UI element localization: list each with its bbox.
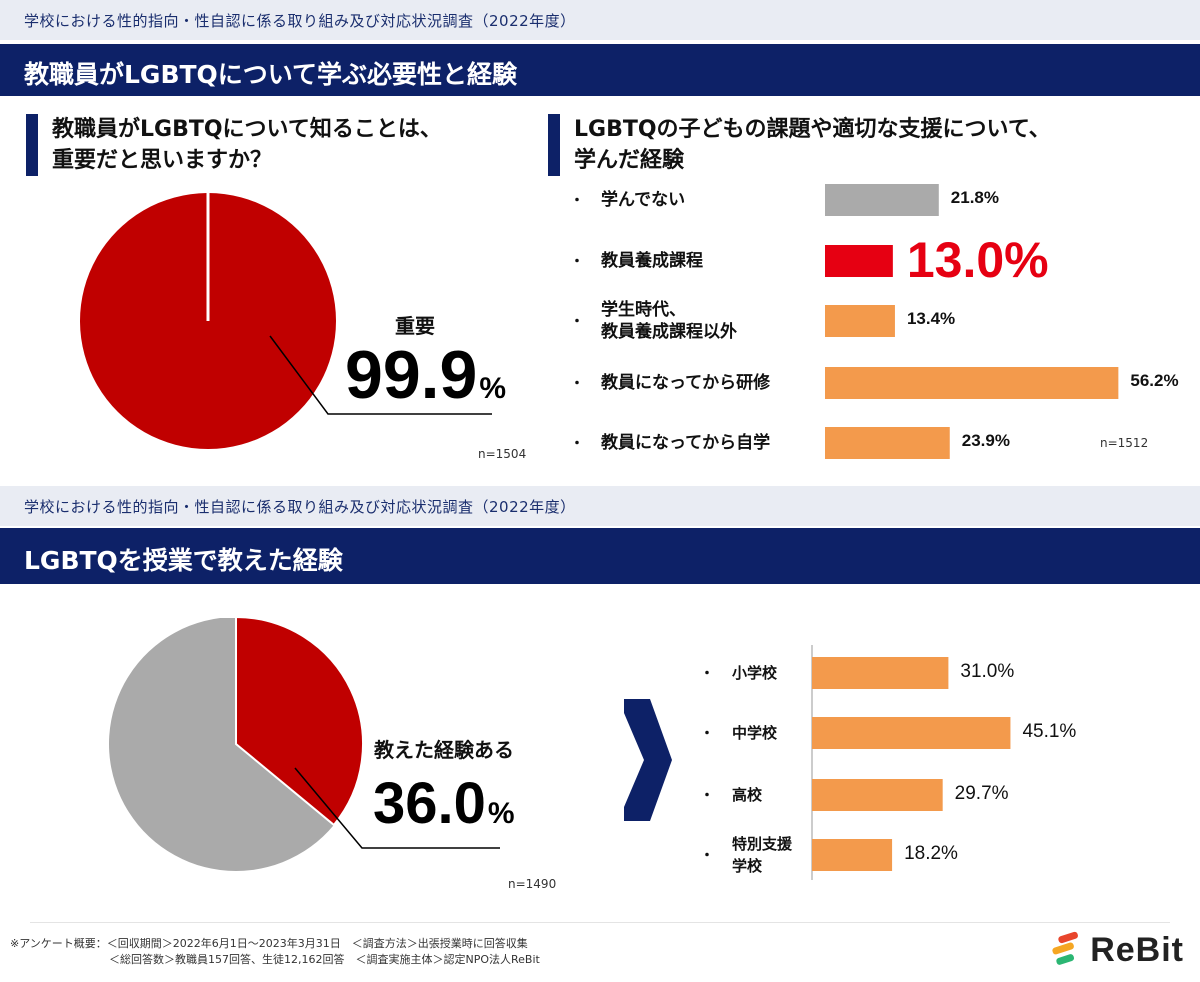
bullet-marker: ・ (570, 193, 584, 209)
bullet-marker: ・ (570, 314, 584, 330)
rebit-logo-text: ReBit (1090, 930, 1184, 969)
category-label: 特別支援 学校 (732, 835, 793, 875)
category-label: 教員養成課程 (601, 251, 703, 271)
bars1-bar-0 (825, 184, 939, 216)
pie1-value-unit: % (479, 372, 507, 405)
footer-divider (30, 922, 1170, 923)
survey-title-1: 学校における性的指向・性自認に係る取り組み及び対応状況調査（2022年度） (24, 12, 576, 30)
value-label: 23.9% (961, 431, 1010, 450)
pie2-leader-line (294, 767, 500, 849)
left-heading: 教職員がLGBTQについて知ることは、 重要だと思いますか？ (26, 114, 442, 176)
pie-chart-taught (109, 618, 500, 871)
bullet-marker: ・ (700, 848, 714, 864)
value-label: 13.4% (906, 309, 956, 328)
banner-2: LGBTQを授業で教えた経験 (0, 528, 1200, 584)
category-label: 学生時代、 教員養成課程以外 (601, 300, 737, 342)
pie-chart-importance (80, 193, 492, 449)
pie1-value: 99.9% (345, 336, 506, 414)
left-heading-text: 教職員がLGBTQについて知ることは、 重要だと思いますか？ (52, 117, 442, 173)
right-arrow-icon (624, 699, 672, 821)
bullet-marker: ・ (700, 788, 714, 804)
pie1-label: 重要 (395, 314, 435, 338)
pie2-n: n=1490 (508, 877, 557, 891)
heading-mark (26, 114, 38, 176)
footnote-line-1: ※アンケート概要：＜回収期間＞2022年6月1日〜2023年3月31日 ＜調査方… (10, 937, 528, 950)
pie2-value-unit: % (487, 797, 515, 830)
bars2-bar-0 (812, 657, 949, 689)
pie2-value-number: 36.0 (373, 771, 486, 836)
survey-title-bar-1: 学校における性的指向・性自認に係る取り組み及び対応状況調査（2022年度） (0, 0, 1200, 40)
bars1-bar-4 (825, 427, 950, 459)
category-label: 学んでない (601, 190, 686, 210)
rebit-logo: ReBit (1048, 930, 1184, 970)
bars2-bar-2 (812, 779, 943, 811)
footnote-line-2: ＜総回答数＞教職員157回答、生徒12,162回答 ＜調査実施主体＞認定NPO法… (10, 953, 540, 966)
heading-mark (548, 114, 560, 176)
banner-1: 教職員がLGBTQについて学ぶ必要性と経験 (0, 44, 1200, 96)
value-label: 13.0% (906, 232, 1049, 288)
bullet-marker: ・ (570, 376, 584, 392)
rebit-logo-icon (1052, 931, 1079, 965)
pie2-slice-taught (235, 618, 364, 827)
pie1-leader-line (269, 335, 492, 415)
value-label: 45.1% (1022, 721, 1077, 742)
category-label: 中学校 (732, 724, 778, 742)
banner-title-2: LGBTQを授業で教えた経験 (24, 546, 343, 575)
bullet-marker: ・ (700, 726, 714, 742)
right-heading: LGBTQの子どもの課題や適切な支援について、 学んだ経験 (548, 114, 1051, 176)
pie1-n: n=1504 (478, 447, 527, 461)
value-label: 56.2% (1130, 371, 1179, 390)
value-label: 21.8% (950, 188, 999, 207)
right-heading-text: LGBTQの子どもの課題や適切な支援について、 学んだ経験 (574, 117, 1051, 173)
bars1-bar-3 (825, 367, 1119, 399)
bars1-bar-2 (825, 305, 895, 337)
banner-title-1: 教職員がLGBTQについて学ぶ必要性と経験 (24, 60, 518, 89)
value-label: 29.7% (954, 783, 1009, 804)
survey-title-bar-2: 学校における性的指向・性自認に係る取り組み及び対応状況調査（2022年度） (0, 486, 1200, 526)
bars1-bar-1 (825, 245, 893, 277)
pie2-label: 教えた経験ある (374, 738, 514, 762)
survey-title-2: 学校における性的指向・性自認に係る取り組み及び対応状況調査（2022年度） (24, 498, 576, 516)
bars2-bar-1 (812, 717, 1011, 749)
bullet-marker: ・ (570, 436, 584, 452)
bullet-marker: ・ (570, 254, 584, 270)
category-label: 高校 (732, 786, 763, 804)
bar1-n: n=1512 (1100, 436, 1149, 450)
pie1-value-number: 99.9 (345, 337, 478, 413)
value-label: 18.2% (904, 843, 958, 864)
pie2-value: 36.0% (373, 770, 515, 837)
value-label: 31.0% (960, 661, 1015, 682)
bars2-bar-3 (812, 839, 893, 871)
category-label: 教員になってから研修 (601, 373, 771, 393)
bullet-marker: ・ (700, 666, 714, 682)
pie2-slice-other (109, 618, 334, 871)
category-label: 教員になってから自学 (601, 433, 771, 453)
category-label: 小学校 (732, 664, 778, 682)
